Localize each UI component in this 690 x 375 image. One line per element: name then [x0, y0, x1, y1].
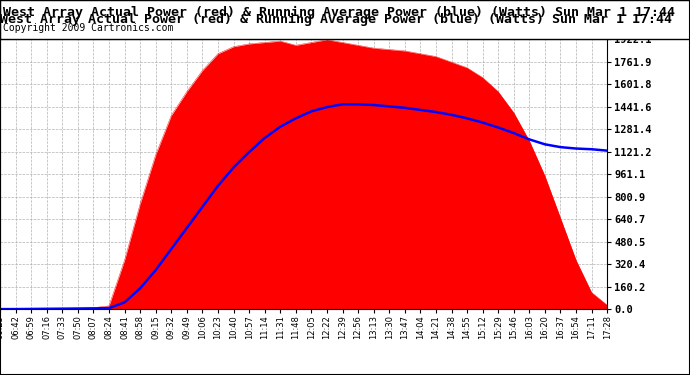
Text: Copyright 2009 Cartronics.com: Copyright 2009 Cartronics.com: [3, 24, 174, 33]
Text: West Array Actual Power (red) & Running Average Power (blue) (Watts) Sun Mar 1 1: West Array Actual Power (red) & Running …: [3, 6, 676, 19]
Text: West Array Actual Power (red) & Running Average Power (blue) (Watts) Sun Mar 1 1: West Array Actual Power (red) & Running …: [0, 13, 672, 26]
